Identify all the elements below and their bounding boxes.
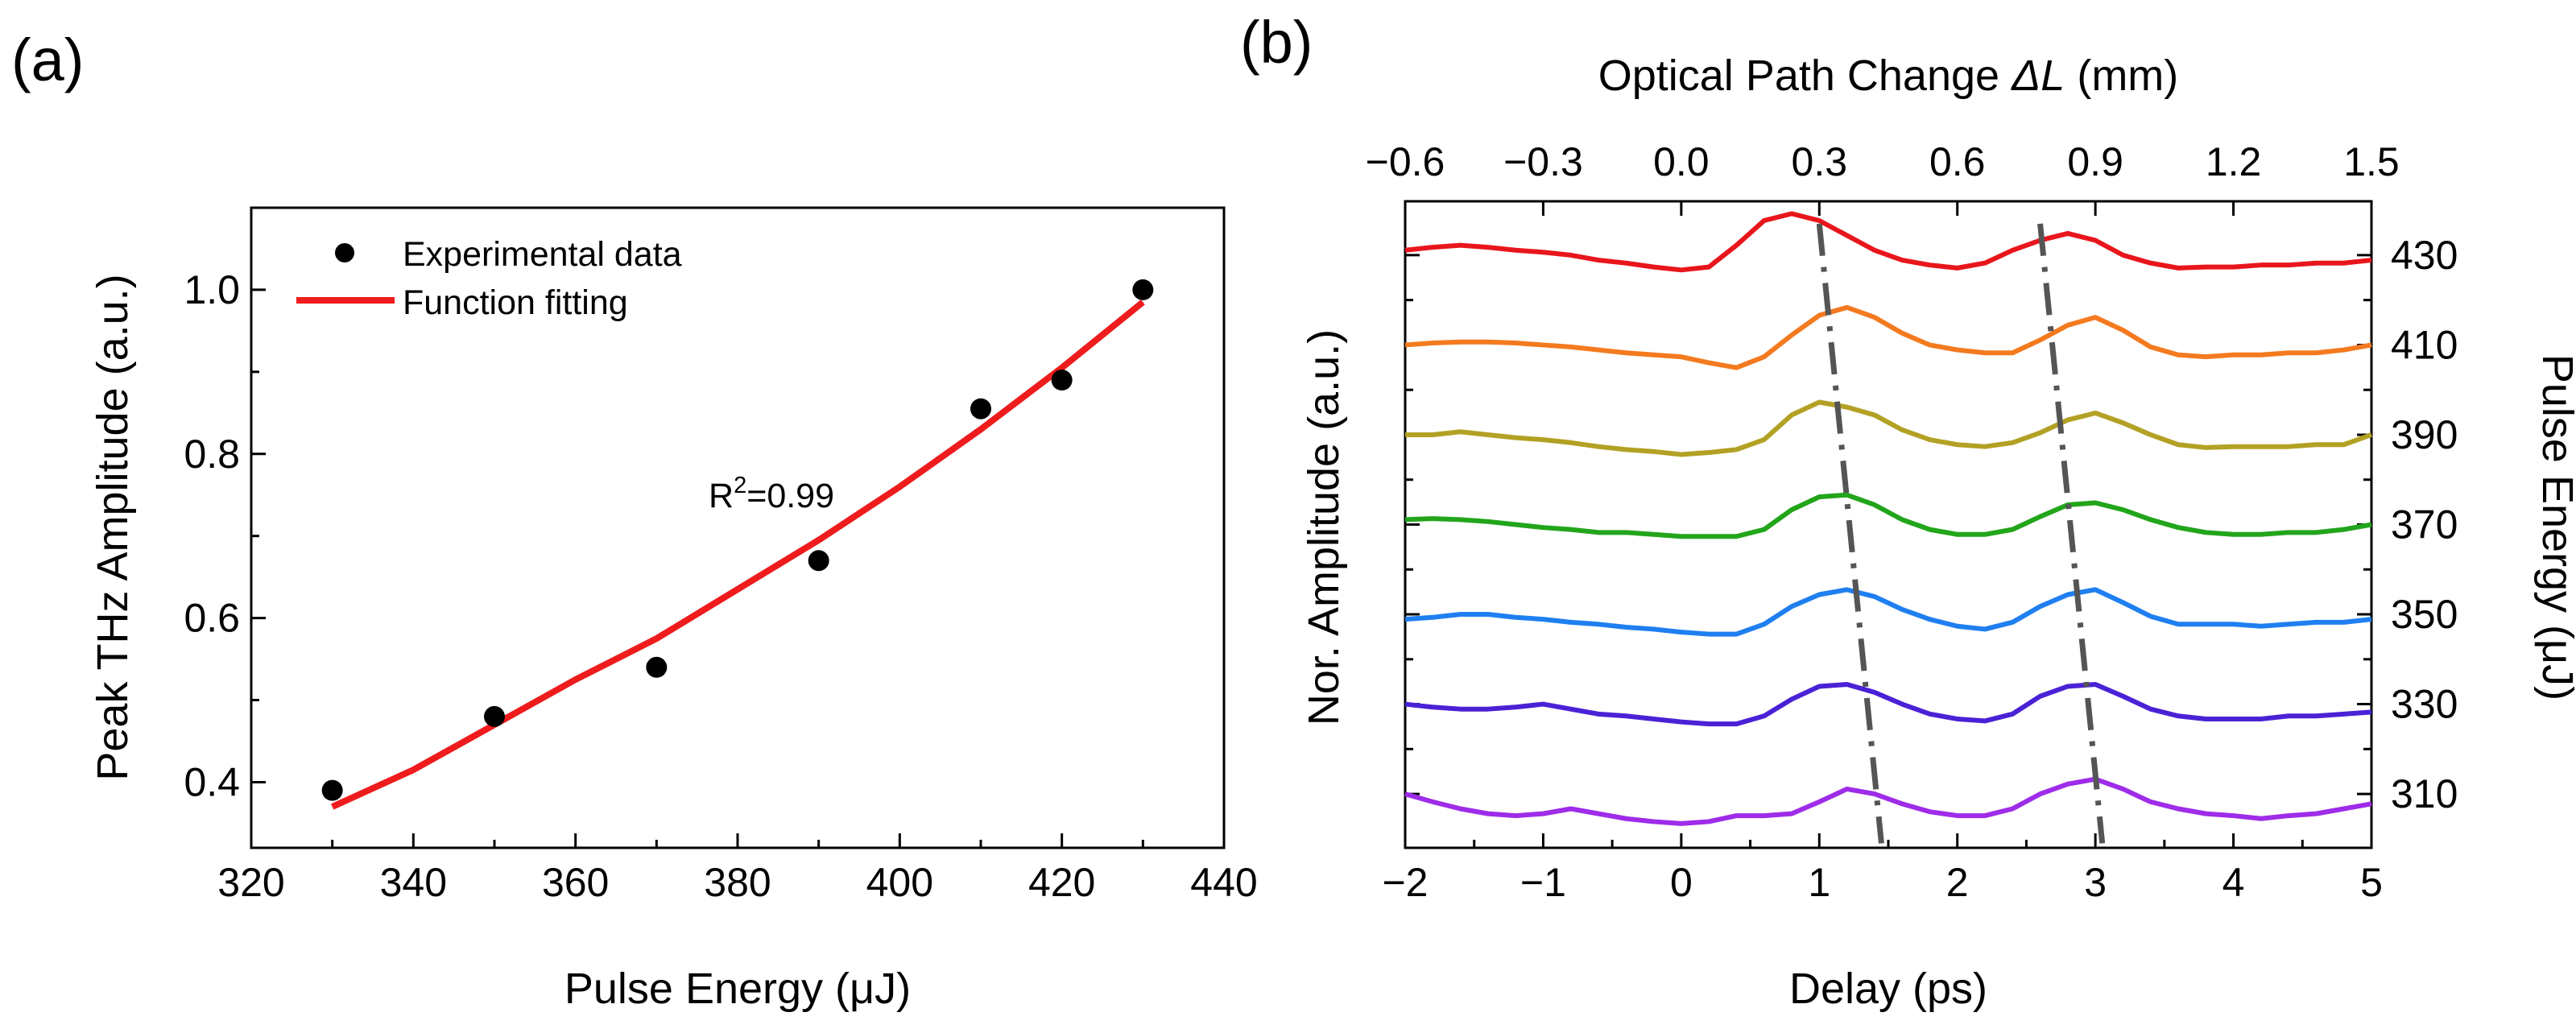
chart-b-y-label: Nor. Amplitude (a.u.) bbox=[1300, 329, 1348, 725]
waveform-330 bbox=[1404, 682, 2372, 727]
legend-label-experimental: Experimental data bbox=[403, 235, 682, 274]
top-tick-label: 0.0 bbox=[1653, 139, 1710, 184]
legend-label-fit: Function fitting bbox=[403, 283, 628, 322]
r-squared-base: R bbox=[709, 477, 734, 515]
x-tick-label: 440 bbox=[1190, 860, 1257, 905]
chart-b-x-label: Delay (ps) bbox=[1789, 965, 1987, 1013]
x-tick-label: 400 bbox=[866, 860, 933, 905]
x-tick-label: 0 bbox=[1670, 860, 1693, 905]
top-label-suffix: (mm) bbox=[2065, 52, 2178, 100]
chart-b-x-axis: −2 −1 0 1 2 3 4 5 bbox=[1382, 833, 2383, 905]
x-tick-label: 320 bbox=[217, 860, 284, 905]
chart-b-right-axis: 430 410 390 370 350 330 310 bbox=[2357, 233, 2458, 816]
chart-b-top-axis: −0.6 −0.3 0.0 0.3 0.6 0.9 1.2 1.5 bbox=[1366, 139, 2400, 216]
right-tick-label: 350 bbox=[2391, 592, 2458, 637]
x-tick-label: 5 bbox=[2360, 860, 2383, 905]
chart-a-y-axis: 0.4 0.6 0.8 1.0 bbox=[184, 206, 266, 804]
data-point bbox=[808, 550, 829, 572]
data-point bbox=[321, 779, 343, 801]
chart-a: 320 340 360 380 400 420 440 0.4 0.6 0.8 1.0 Exper… bbox=[89, 206, 1258, 1013]
top-tick-label: 0.9 bbox=[2067, 139, 2123, 184]
y-tick-label: 0.6 bbox=[184, 596, 240, 641]
r-squared-value: =0.99 bbox=[746, 477, 834, 515]
chart-b-left-axis bbox=[1405, 254, 1420, 795]
waveform-410 bbox=[1404, 304, 2372, 370]
top-label-prefix: Optical Path Change bbox=[1598, 52, 2012, 100]
x-tick-label: 360 bbox=[542, 860, 609, 905]
x-tick-label: 3 bbox=[2084, 860, 2107, 905]
x-tick-label: 340 bbox=[380, 860, 447, 905]
x-tick-label: 2 bbox=[1946, 860, 1969, 905]
y-tick-label: 0.4 bbox=[184, 759, 240, 804]
waveform-430 bbox=[1404, 211, 2372, 273]
top-label-symbol: ΔL bbox=[2010, 52, 2065, 100]
top-tick-label: −0.6 bbox=[1366, 139, 1445, 184]
data-point bbox=[1051, 370, 1073, 391]
x-tick-label: 380 bbox=[704, 860, 771, 905]
r-squared-superscript: 2 bbox=[734, 473, 746, 498]
chart-a-x-label: Pulse Energy (μJ) bbox=[564, 965, 911, 1013]
right-tick-label: 370 bbox=[2391, 502, 2458, 547]
legend-marker-experimental bbox=[335, 243, 354, 262]
right-tick-label: 390 bbox=[2391, 412, 2458, 457]
chart-a-fit-series bbox=[331, 300, 1145, 810]
chart-a-frame bbox=[250, 206, 1226, 849]
right-tick-label: 430 bbox=[2391, 233, 2458, 278]
r-squared-annotation: R2=0.99 bbox=[709, 473, 834, 515]
guide-line-2 bbox=[2037, 223, 2106, 844]
chart-b: −2 −1 0 1 2 3 4 5 −0.6 −0.3 0.0 0.3 0.6 0.9 1.2 1.5 43… bbox=[1300, 52, 2576, 1013]
chart-b-series bbox=[1404, 211, 2373, 826]
data-point bbox=[970, 398, 991, 419]
right-tick-label: 310 bbox=[2391, 771, 2458, 816]
y-tick-label: 1.0 bbox=[184, 267, 240, 312]
y-tick-label: 0.8 bbox=[184, 432, 240, 477]
chart-a-data-series bbox=[321, 279, 1154, 801]
panel-a-label: (a) bbox=[11, 27, 84, 93]
top-tick-label: −0.3 bbox=[1503, 139, 1583, 184]
x-tick-label: 420 bbox=[1028, 860, 1095, 905]
waveform-390 bbox=[1405, 399, 2373, 457]
chart-a-y-label: Peak THz Amplitude (a.u.) bbox=[89, 274, 137, 780]
chart-b-guide-lines bbox=[1816, 223, 2106, 844]
chart-b-right-label: Pulse Energy (μJ) bbox=[2533, 354, 2576, 700]
data-point bbox=[1132, 279, 1154, 300]
x-tick-label: −1 bbox=[1520, 860, 1566, 905]
chart-a-legend: Experimental data Function fitting bbox=[296, 235, 682, 322]
fit-line bbox=[331, 300, 1145, 810]
top-tick-label: 0.6 bbox=[1929, 139, 1986, 184]
right-tick-label: 330 bbox=[2391, 682, 2458, 727]
x-tick-label: 1 bbox=[1808, 860, 1830, 905]
x-tick-label: 4 bbox=[2222, 860, 2245, 905]
top-tick-label: 1.5 bbox=[2343, 139, 2400, 184]
waveform-310 bbox=[1404, 776, 2372, 826]
chart-a-x-axis: 320 340 360 380 400 420 440 bbox=[217, 833, 1258, 905]
panel-b-label: (b) bbox=[1240, 9, 1313, 76]
data-point bbox=[484, 705, 505, 727]
top-tick-label: 0.3 bbox=[1792, 139, 1848, 184]
guide-line-1 bbox=[1816, 223, 1884, 844]
chart-b-frame bbox=[1404, 200, 2373, 849]
chart-b-top-label: Optical Path Change ΔL (mm) bbox=[1598, 52, 2179, 100]
top-tick-label: 1.2 bbox=[2206, 139, 2262, 184]
data-point bbox=[646, 656, 668, 678]
x-tick-label: −2 bbox=[1382, 860, 1428, 905]
right-tick-label: 410 bbox=[2391, 322, 2458, 367]
waveform-350 bbox=[1404, 587, 2372, 637]
waveform-370 bbox=[1404, 492, 2372, 539]
